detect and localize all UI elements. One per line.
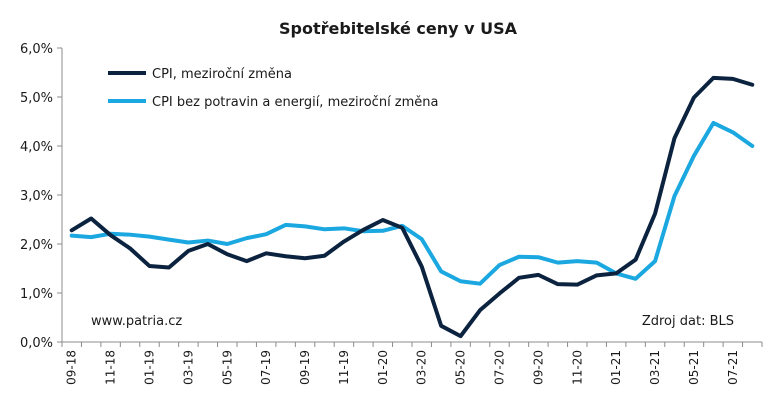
legend: CPI, meziroční změna CPI bez potravin a … — [108, 67, 439, 110]
x-tick-label: 11-19 — [337, 350, 351, 385]
y-tick-label: 1,0% — [20, 287, 53, 302]
x-tick-label: 03-20 — [415, 350, 429, 385]
x-tick-label: 03-21 — [648, 350, 662, 385]
x-tick-label: 05-20 — [454, 350, 468, 385]
y-tick-label: 4,0% — [20, 140, 53, 155]
x-tick-label: 05-19 — [220, 350, 234, 385]
x-tick-label: 05-21 — [687, 350, 701, 385]
legend-label-core-cpi: CPI bez potravin a energií, meziroční zm… — [152, 95, 439, 110]
source-website: www.patria.cz — [91, 314, 182, 329]
x-tick-label: 11-18 — [104, 350, 118, 385]
y-tick-label: 2,0% — [20, 238, 53, 253]
x-tick-label: 07-19 — [259, 350, 273, 385]
x-tick-label: 09-18 — [65, 350, 79, 385]
series-line-core-cpi — [69, 120, 755, 286]
x-tick-label: 09-19 — [298, 350, 312, 385]
series-line-cpi — [69, 75, 755, 339]
y-tick-label: 0,0% — [20, 336, 53, 351]
chart-title: Spotřebitelské ceny v USA — [279, 19, 518, 38]
data-source: Zdroj dat: BLS — [642, 314, 734, 329]
y-tick-label: 5,0% — [20, 91, 53, 106]
series-layer — [69, 75, 755, 339]
x-tick-label: 01-19 — [143, 350, 157, 385]
x-tick-label: 03-19 — [181, 350, 195, 385]
axes: 0,0% 1,0% 2,0% 3,0% 4,0% 5,0% 6,0% 09-18 11-18 01… — [20, 42, 763, 385]
x-tick-label: 09-20 — [531, 350, 545, 385]
x-tick-label: 07-21 — [726, 350, 740, 385]
x-tick-label: 01-21 — [609, 350, 623, 385]
x-tick-label: 11-20 — [570, 350, 584, 385]
legend-label-cpi: CPI, meziroční změna — [152, 67, 292, 82]
y-tick-label: 6,0% — [20, 42, 53, 57]
y-tick-label: 3,0% — [20, 189, 53, 204]
x-tick-label: 07-20 — [493, 350, 507, 385]
x-tick-label: 01-20 — [376, 350, 390, 385]
